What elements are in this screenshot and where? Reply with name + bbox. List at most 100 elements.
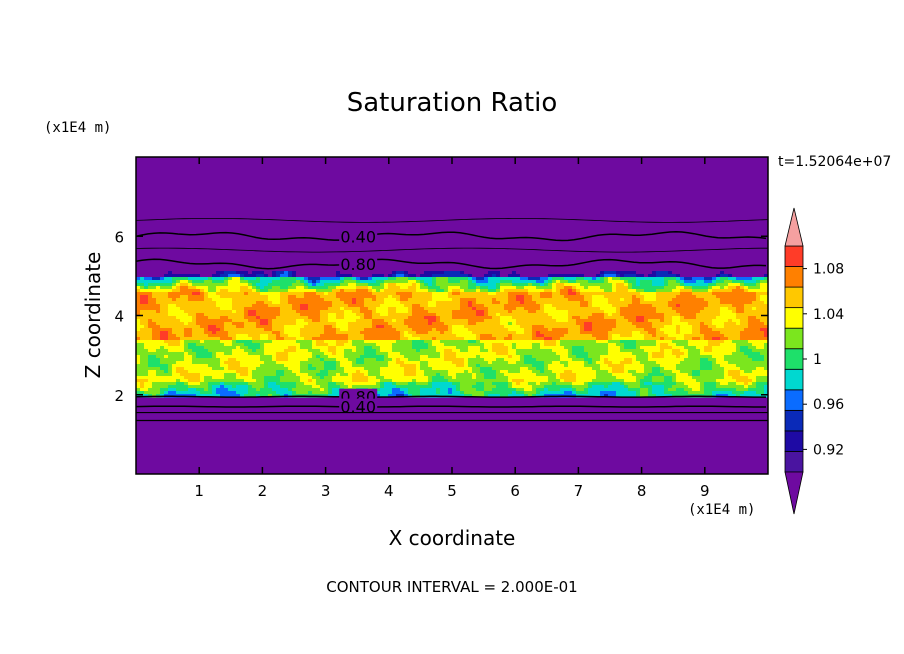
field-cell	[456, 343, 461, 347]
field-cell	[336, 280, 341, 284]
field-cell	[372, 304, 377, 308]
field-cell	[520, 292, 525, 296]
field-cell	[640, 328, 645, 332]
field-cell	[288, 307, 293, 311]
field-cell	[144, 301, 149, 305]
field-cell	[472, 277, 477, 281]
field-cell	[548, 292, 553, 296]
field-cell	[368, 292, 373, 296]
field-cell	[552, 337, 557, 341]
field-cell	[392, 349, 397, 353]
field-cell	[224, 295, 229, 299]
field-cell	[268, 277, 273, 281]
field-cell	[460, 322, 465, 326]
field-cell	[416, 361, 421, 365]
field-cell	[232, 361, 237, 365]
field-cell	[616, 301, 621, 305]
field-cell	[192, 286, 197, 290]
field-cell	[304, 307, 309, 311]
field-cell	[600, 340, 605, 344]
field-cell	[404, 340, 409, 344]
field-cell	[564, 361, 569, 365]
field-cell	[740, 295, 745, 299]
field-cell	[468, 316, 473, 320]
field-cell	[564, 310, 569, 314]
field-cell	[384, 319, 389, 323]
field-cell	[744, 355, 749, 359]
field-cell	[628, 274, 633, 278]
field-cell	[708, 352, 713, 356]
field-cell	[492, 319, 497, 323]
field-cell	[144, 343, 149, 347]
field-cell	[572, 343, 577, 347]
field-cell	[440, 358, 445, 362]
field-cell	[152, 319, 157, 323]
field-cell	[608, 292, 613, 296]
field-cell	[604, 319, 609, 323]
field-cell	[620, 274, 625, 278]
field-cell	[228, 301, 233, 305]
field-cell	[308, 301, 313, 305]
field-cell	[416, 295, 421, 299]
field-cell	[228, 355, 233, 359]
field-cell	[344, 325, 349, 329]
field-cell	[572, 352, 577, 356]
field-cell	[300, 355, 305, 359]
field-cell	[492, 331, 497, 335]
field-cell	[436, 283, 441, 287]
field-cell	[420, 304, 425, 308]
field-cell	[576, 301, 581, 305]
field-cell	[676, 337, 681, 341]
field-cell	[736, 343, 741, 347]
field-cell	[344, 280, 349, 284]
field-cell	[456, 337, 461, 341]
field-cell	[216, 352, 221, 356]
field-cell	[496, 337, 501, 341]
field-cell	[692, 337, 697, 341]
field-cell	[192, 334, 197, 338]
field-cell	[272, 316, 277, 320]
field-cell	[248, 358, 253, 362]
field-cell	[252, 364, 257, 368]
field-cell	[660, 280, 665, 284]
field-cell	[208, 292, 213, 296]
field-cell	[444, 274, 449, 278]
field-cell	[672, 307, 677, 311]
field-cell	[512, 340, 517, 344]
field-cell	[200, 307, 205, 311]
field-cell	[396, 346, 401, 350]
field-cell	[636, 331, 641, 335]
field-cell	[220, 325, 225, 329]
field-cell	[320, 310, 325, 314]
field-cell	[256, 298, 261, 302]
field-cell	[744, 298, 749, 302]
field-cell	[380, 340, 385, 344]
field-cell	[412, 331, 417, 335]
field-cell	[564, 349, 569, 353]
field-cell	[292, 361, 297, 365]
field-cell	[724, 295, 729, 299]
field-cell	[448, 286, 453, 290]
field-cell	[584, 325, 589, 329]
field-cell	[184, 274, 189, 278]
field-cell	[688, 358, 693, 362]
field-cell	[536, 328, 541, 332]
field-cell	[244, 274, 249, 278]
field-cell	[756, 313, 761, 317]
field-cell	[472, 340, 477, 344]
field-cell	[212, 343, 217, 347]
field-cell	[352, 295, 357, 299]
field-cell	[376, 280, 381, 284]
field-cell	[632, 331, 637, 335]
field-cell	[732, 346, 737, 350]
field-cell	[292, 334, 297, 338]
field-cell	[204, 274, 209, 278]
field-cell	[556, 331, 561, 335]
field-cell	[520, 304, 525, 308]
field-cell	[512, 277, 517, 281]
field-cell	[560, 328, 565, 332]
field-cell	[280, 322, 285, 326]
field-cell	[180, 349, 185, 353]
field-cell	[404, 346, 409, 350]
field-cell	[228, 328, 233, 332]
